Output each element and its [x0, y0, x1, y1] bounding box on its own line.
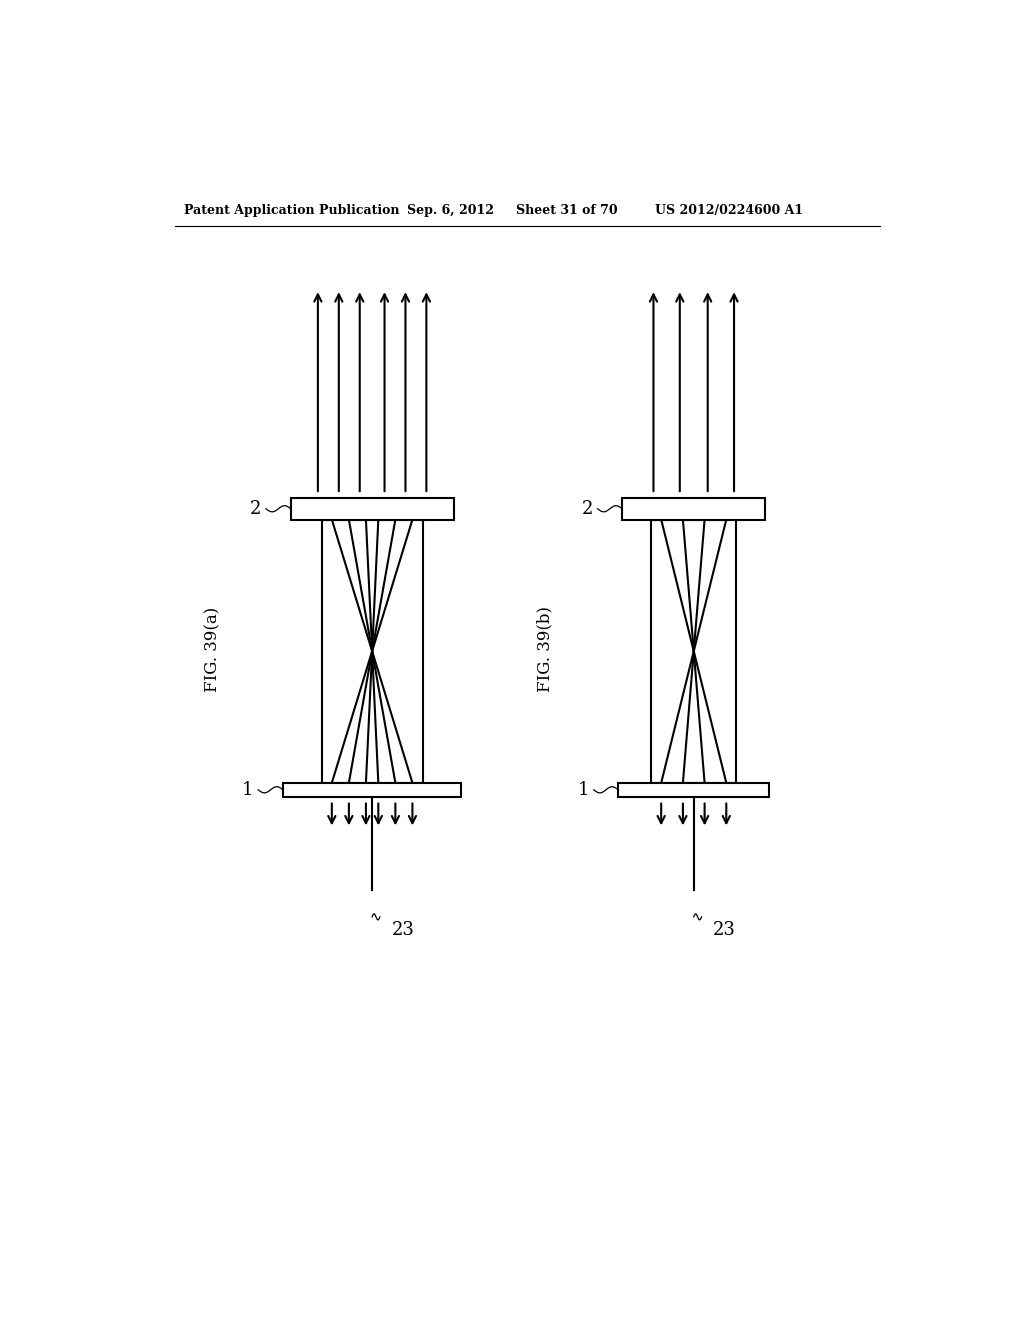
- Text: 1: 1: [578, 781, 589, 799]
- Text: Patent Application Publication: Patent Application Publication: [183, 205, 399, 218]
- Text: Sheet 31 of 70: Sheet 31 of 70: [515, 205, 617, 218]
- Text: 23: 23: [713, 921, 736, 939]
- Text: 2: 2: [250, 500, 261, 517]
- Bar: [622, 498, 765, 520]
- Text: Sep. 6, 2012: Sep. 6, 2012: [407, 205, 494, 218]
- Text: 1: 1: [242, 781, 254, 799]
- Text: 23: 23: [391, 921, 415, 939]
- Text: 2: 2: [582, 500, 593, 517]
- Bar: [618, 783, 769, 797]
- Text: FIG. 39(b): FIG. 39(b): [536, 606, 553, 692]
- Bar: [291, 498, 454, 520]
- Text: US 2012/0224600 A1: US 2012/0224600 A1: [655, 205, 803, 218]
- Text: FIG. 39(a): FIG. 39(a): [205, 607, 222, 692]
- Bar: [322, 520, 423, 783]
- Bar: [283, 783, 461, 797]
- Bar: [651, 520, 736, 783]
